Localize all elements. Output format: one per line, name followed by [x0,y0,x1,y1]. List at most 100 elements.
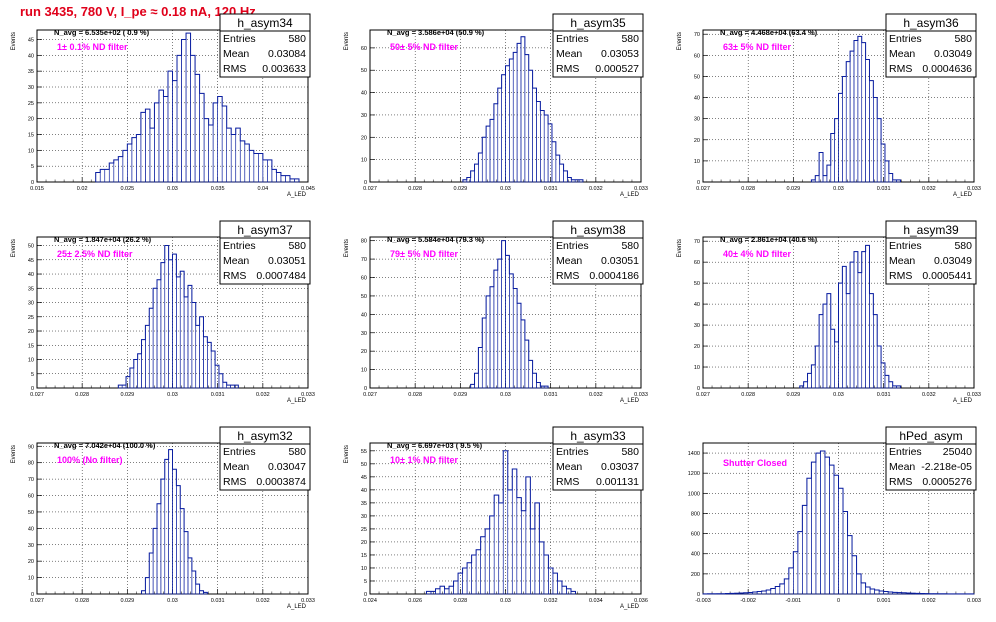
x-tick-label: 0.03 [167,392,178,398]
x-tick-label: 0.028 [408,392,422,398]
y-tick-label: 20 [694,138,700,144]
stats-label-rms: RMS [556,270,579,282]
y-tick-label: 0 [364,180,367,186]
histogram-name: h_asym33 [570,429,626,443]
stats-label-rms: RMS [889,270,912,282]
stats-label-rms: RMS [223,270,246,282]
x-tick-label: 0.03 [500,186,511,192]
y-tick-label: 25 [28,315,34,321]
navg-label: N_avg = 7.042e+04 (100.0 %) [54,441,156,450]
stats-value-entries: 580 [621,33,639,45]
stats-label-entries: Entries [889,33,922,45]
y-tick-label: 0 [31,386,34,392]
stats-value-rms: 0.003633 [262,63,306,75]
y-tick-label: 60 [361,276,367,282]
y-tick-label: 70 [361,257,367,263]
stats-label-rms: RMS [223,476,246,488]
stats-label-mean: Mean [889,255,915,267]
y-tick-label: 25 [361,527,367,533]
stats-label-mean: Mean [223,461,249,473]
y-axis-title: Events [11,32,17,50]
y-axis-title: Events [344,445,350,463]
x-tick-label: 0.027 [363,392,377,398]
stats-label-rms: RMS [556,476,579,488]
x-axis-title: A_LED [620,604,640,610]
y-tick-label: 0 [364,592,367,598]
stats-label-entries: Entries [223,33,256,45]
histogram-outline [702,450,975,595]
y-tick-label: 10 [694,159,700,165]
filter-label: 100% (No filter) [57,455,123,465]
y-tick-label: 10 [361,158,367,164]
stats-box: h_asym32 Entries 580 Mean 0.03047 RMS 0.000387… [219,426,311,491]
stats-box-body [552,30,644,78]
y-axis-title: Events [677,239,683,257]
y-tick-label: 10 [28,358,34,364]
stats-value-rms: 0.0003874 [256,476,306,488]
y-tick-label: 30 [694,323,700,329]
stats-value-mean: 0.03049 [934,255,972,267]
x-tick-label: 0.03 [167,186,178,192]
stats-label-mean: Mean [223,255,249,267]
y-tick-label: 5 [31,164,34,170]
y-tick-label: 0 [31,180,34,186]
stats-label-entries: Entries [556,446,589,458]
x-tick-label: 0.033 [967,186,981,192]
stats-value-entries: 580 [621,446,639,458]
x-tick-label: 0.003 [967,598,981,604]
y-tick-label: 600 [691,532,700,538]
y-tick-label: 70 [28,477,34,483]
stats-label-entries: Entries [223,446,256,458]
y-axis-title: Events [677,32,683,50]
x-axis-title: A_LED [953,398,973,404]
x-tick-label: 0 [837,598,840,604]
stats-label-mean: Mean [556,255,582,267]
stats-label-entries: Entries [889,446,922,458]
navg-label: N_avg = 1.847e+04 (26.2 %) [54,235,152,244]
y-tick-label: 40 [361,91,367,97]
x-tick-label: 0.027 [30,598,44,604]
x-tick-label: 0.028 [453,598,467,604]
x-tick-label: -0.003 [695,598,711,604]
stats-box-body [219,237,311,285]
stats-value-entries: 580 [288,446,306,458]
x-tick-label: 0.035 [211,186,225,192]
histogram-name: h_asym37 [237,223,293,237]
histogram-outline [141,449,208,594]
stats-box-body [219,30,311,78]
stats-box: h_asym34 Entries 580 Mean 0.03084 RMS 0.003633 [219,13,311,78]
x-tick-label: 0.027 [696,186,710,192]
y-tick-label: 20 [694,344,700,350]
x-tick-label: 0.033 [634,392,648,398]
stats-label-mean: Mean [223,48,249,60]
x-tick-label: 0.029 [786,392,800,398]
stats-box: hPed_asym Entries 25040 Mean -2.218e-05 RMS 0.… [885,426,977,491]
stats-label-entries: Entries [223,240,256,252]
x-tick-label: 0.028 [741,392,755,398]
filter-label: 1± 0.1% ND filter [57,42,128,52]
stats-box-body [885,30,977,78]
x-tick-label: 0.031 [544,392,558,398]
y-tick-label: 5 [31,372,34,378]
y-tick-label: 40 [28,526,34,532]
y-tick-label: 25 [28,101,34,107]
histogram-outline [470,240,549,388]
x-tick-label: -0.002 [740,598,756,604]
navg-label: N_avg = 6.697e+03 ( 9.5 %) [387,441,483,450]
x-tick-label: 0.032 [544,598,558,604]
x-tick-label: 0.032 [922,186,936,192]
x-tick-label: 0.031 [544,186,558,192]
stats-box: h_asym38 Entries 580 Mean 0.03051 RMS 0.000418… [552,220,644,285]
y-tick-label: 90 [28,444,34,450]
filter-label: Shutter Closed [723,458,787,468]
stats-value-mean: 0.03051 [268,255,306,267]
stats-box-body [219,443,311,491]
stats-box: h_asym37 Entries 580 Mean 0.03051 RMS 0.000748… [219,220,311,285]
y-tick-label: 50 [28,244,34,250]
x-tick-label: 0.031 [211,392,225,398]
x-tick-label: 0.027 [696,392,710,398]
stats-value-mean: 0.03037 [601,461,639,473]
y-tick-label: 0 [697,592,700,598]
y-tick-label: 30 [361,331,367,337]
